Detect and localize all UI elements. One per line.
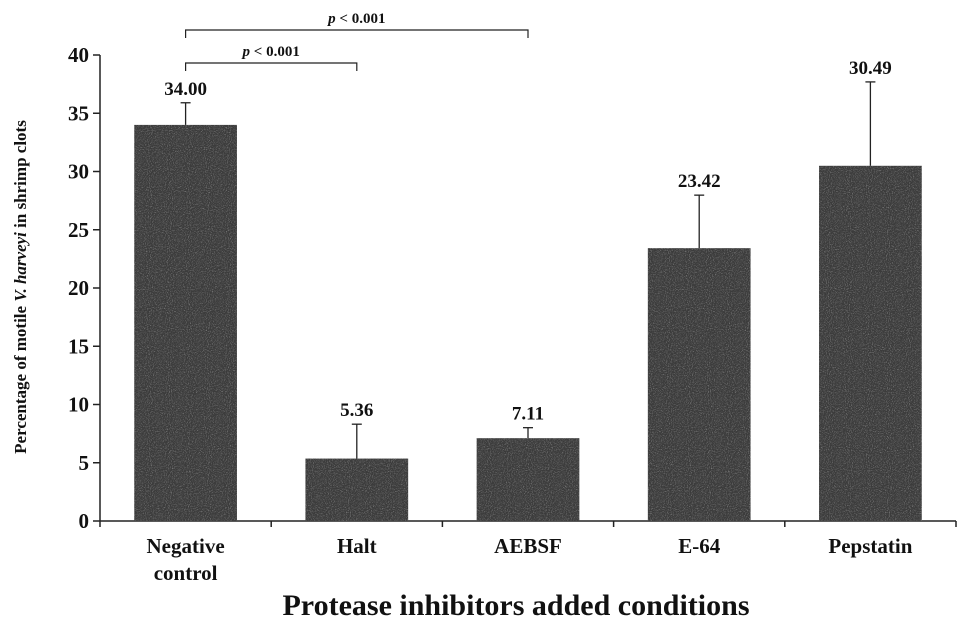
bar [305,458,409,521]
x-category-label: Halt [337,534,377,558]
x-category-label-line: Pepstatin [828,534,912,558]
x-category-label: AEBSF [494,534,562,558]
p-symbol: p [326,11,336,27]
p-value-text: < 0.001 [250,44,300,60]
y-tick-label: 15 [68,334,89,358]
y-tick-label: 35 [68,101,89,125]
y-tick-label: 40 [68,43,89,67]
y-axis-title-part-2: in shrimp clots [11,120,30,232]
bar [819,165,922,521]
data-label: 34.00 [164,79,207,100]
bars-group [134,124,922,522]
y-axis-title-species: V. harveyi [11,232,30,302]
p-value-text: < 0.001 [336,11,386,27]
significance-label: p < 0.001 [326,11,385,27]
data-label: 30.49 [849,58,892,79]
p-symbol: p [241,44,251,60]
data-label: 7.11 [512,404,544,425]
y-axis: 0 5 10 15 20 25 30 35 40 [68,43,101,533]
x-category-label: Pepstatin [828,534,912,558]
x-category-label-line: AEBSF [494,534,562,558]
x-axis: Negative control Halt AEBSF E-64 Pepstatin [99,520,957,585]
x-category-label-line: Halt [337,534,377,558]
data-label: 5.36 [340,400,373,421]
value-labels-group: 34.00 5.36 7.11 23.42 30.49 [164,58,892,425]
y-tick-label: 0 [79,509,90,533]
data-label: 23.42 [678,171,721,192]
significance-label: p < 0.001 [241,44,300,60]
y-tick-label: 30 [68,160,89,184]
y-tick-label: 10 [68,393,89,417]
bar [476,438,580,521]
y-tick-label: 25 [68,218,89,242]
x-category-label: Negative control [147,534,225,585]
x-category-label-line: control [154,561,218,585]
x-axis-title: Protease inhibitors added conditions [282,589,749,622]
y-axis-title-part-1: Percentage of motile [11,302,30,454]
significance-bracket [185,62,358,71]
x-category-label-line: Negative [147,534,225,558]
y-axis-title: Percentage of motile V. harveyi in shrim… [11,120,30,454]
x-category-label: E-64 [678,534,721,558]
y-tick-label: 20 [68,276,89,300]
significance-bracket [185,29,529,38]
error-bars-group [180,81,876,459]
y-tick-label: 5 [79,451,90,475]
bar [647,248,751,522]
bar [134,124,237,522]
x-category-label-line: E-64 [678,534,721,558]
